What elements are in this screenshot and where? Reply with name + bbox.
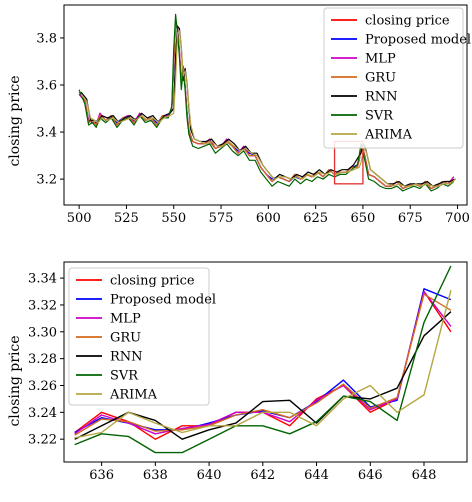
- legend-label: closing price: [365, 14, 450, 29]
- y-tick-label: 3.2: [36, 173, 57, 188]
- series-group: [74, 265, 452, 454]
- x-tick-label: 648: [412, 468, 437, 483]
- y-tick-label: 3.22: [28, 433, 57, 448]
- x-tick-label: 636: [89, 468, 114, 483]
- legend-label: ARIMA: [109, 388, 158, 403]
- legend: closing price Proposed model MLP GRU RNN SVR A…: [323, 7, 471, 149]
- x-tick-label: 525: [114, 211, 139, 226]
- legend-label: MLP: [110, 312, 141, 327]
- x-tick-label: 550: [161, 211, 186, 226]
- y-tick-label: 3.34: [28, 272, 57, 287]
- y-axis-label: closing price: [7, 335, 23, 426]
- x-tick-label: 638: [143, 468, 168, 483]
- x-tick-label: 640: [197, 468, 222, 483]
- y-tick-label: 3.24: [28, 406, 57, 421]
- axes-frame: [63, 4, 468, 206]
- series-group: [78, 13, 456, 192]
- legend-box: [68, 267, 210, 406]
- chart-panel-1: 500 525 550 575 600 625 650 675 700 3.2 3.4 3.6 3.8 c…: [7, 4, 471, 226]
- legend-box: [323, 7, 464, 149]
- legend-label: Proposed model: [365, 33, 471, 48]
- series-line: [74, 293, 452, 436]
- legend-label: RNN: [110, 350, 143, 365]
- series-line: [80, 30, 456, 187]
- legend-label: GRU: [110, 331, 141, 346]
- x-tick-label: 642: [250, 468, 275, 483]
- legend-label: GRU: [365, 71, 396, 86]
- y-tick-label: 3.26: [28, 379, 57, 394]
- axes-frame: [63, 261, 468, 463]
- y-tick-label: 3.30: [28, 325, 57, 340]
- x-tick-label: 625: [303, 211, 328, 226]
- legend-label: ARIMA: [364, 128, 413, 143]
- legend-label: MLP: [365, 52, 396, 67]
- x-tick-label: 575: [209, 211, 234, 226]
- x-tick-label: 646: [358, 468, 383, 483]
- legend-label: SVR: [365, 109, 394, 124]
- chart-panel-2: 636 638 640 642 644 646 648 3.22 3.24 3.26 3.28 3.3…: [7, 261, 468, 483]
- series-line: [74, 265, 452, 454]
- x-tick-label: 500: [67, 211, 92, 226]
- y-tick-label: 3.6: [36, 79, 57, 94]
- x-tick-label: 675: [398, 211, 423, 226]
- legend: closing price Proposed model MLP GRU RNN SVR A…: [68, 267, 216, 406]
- legend-label: RNN: [365, 90, 398, 105]
- y-axis-label: closing price: [7, 75, 23, 166]
- x-tick-label: 700: [445, 211, 470, 226]
- series-line: [74, 311, 452, 440]
- legend-label: closing price: [110, 274, 195, 289]
- legend-label: Proposed model: [110, 293, 216, 308]
- series-line: [74, 290, 452, 439]
- y-tick-label: 3.32: [28, 298, 57, 313]
- legend-label: SVR: [110, 369, 139, 384]
- y-tick-label: 3.8: [36, 31, 57, 46]
- series-line: [78, 13, 455, 192]
- x-tick-label: 644: [304, 468, 329, 483]
- y-tick-label: 3.28: [28, 352, 57, 367]
- y-tick-label: 3.4: [36, 126, 57, 141]
- series-line: [78, 25, 455, 190]
- x-tick-label: 600: [256, 211, 281, 226]
- x-tick-label: 650: [351, 211, 376, 226]
